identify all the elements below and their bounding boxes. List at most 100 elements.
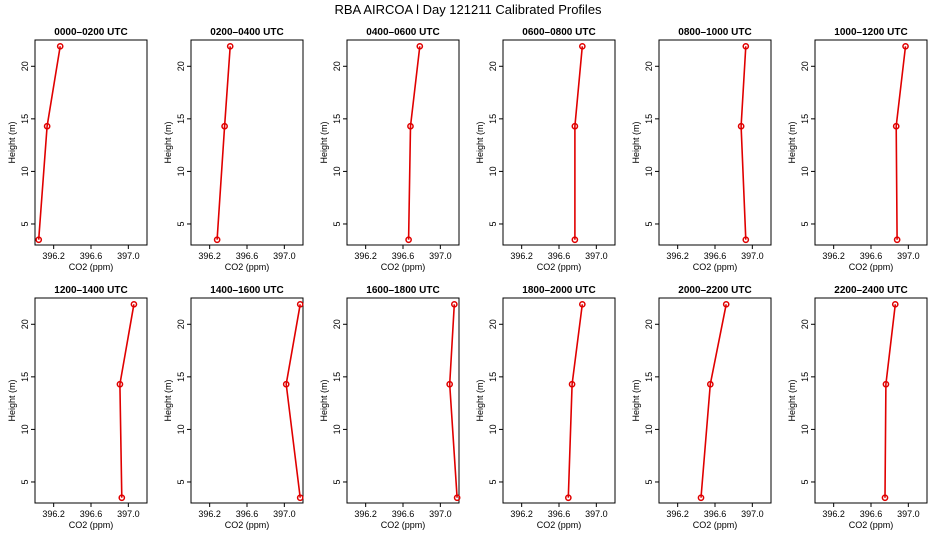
series-line bbox=[740, 46, 747, 240]
panel-title: 1200–1400 UTC bbox=[54, 285, 127, 296]
data-point bbox=[296, 300, 304, 308]
panel-title: 1000–1200 UTC bbox=[834, 27, 907, 38]
x-axis-label: CO2 (ppm) bbox=[381, 262, 426, 272]
data-point bbox=[893, 236, 901, 244]
y-tick-label: 20 bbox=[20, 319, 30, 329]
plot-frame bbox=[190, 39, 304, 246]
x-tick-label: 396.6 bbox=[704, 509, 727, 519]
y-axis-label: Height (m) bbox=[475, 379, 485, 421]
y-tick-label: 15 bbox=[176, 114, 186, 124]
x-tick-label: 396.6 bbox=[236, 251, 259, 261]
data-point bbox=[407, 122, 414, 130]
y-tick-label: 10 bbox=[800, 424, 810, 434]
series-line bbox=[700, 304, 727, 498]
x-axis-label: CO2 (ppm) bbox=[693, 262, 738, 272]
plot-frame bbox=[502, 39, 616, 246]
data-point bbox=[902, 42, 909, 50]
y-tick-label: 5 bbox=[800, 221, 810, 226]
y-axis-label: Height (m) bbox=[319, 379, 329, 421]
y-tick-label: 15 bbox=[800, 372, 810, 382]
y-tick-label: 10 bbox=[176, 424, 186, 434]
y-tick-label: 20 bbox=[800, 319, 810, 329]
data-point bbox=[35, 236, 43, 244]
x-tick-label: 397.0 bbox=[897, 251, 920, 261]
panel-title: 0800–1000 UTC bbox=[678, 27, 751, 38]
y-axis-label: Height (m) bbox=[475, 121, 485, 163]
plot-frame bbox=[814, 297, 928, 504]
plot-frame bbox=[34, 39, 148, 246]
x-tick-label: 396.2 bbox=[198, 509, 221, 519]
y-tick-label: 20 bbox=[332, 319, 342, 329]
x-tick-label: 396.2 bbox=[822, 251, 845, 261]
y-tick-label: 5 bbox=[176, 479, 186, 484]
plot-frame bbox=[658, 297, 772, 504]
y-tick-label: 10 bbox=[20, 166, 30, 176]
y-tick-label: 10 bbox=[644, 166, 654, 176]
y-tick-label: 5 bbox=[20, 221, 30, 226]
data-point bbox=[282, 380, 290, 388]
y-tick-label: 20 bbox=[488, 319, 498, 329]
data-point bbox=[564, 494, 572, 502]
y-tick-label: 20 bbox=[176, 319, 186, 329]
x-tick-label: 396.6 bbox=[392, 509, 415, 519]
data-point bbox=[130, 300, 138, 308]
plot-frame bbox=[814, 39, 928, 246]
x-axis-label: CO2 (ppm) bbox=[225, 520, 270, 530]
panel-title: 0000–0200 UTC bbox=[54, 27, 127, 38]
data-point bbox=[742, 42, 750, 50]
x-tick-label: 396.2 bbox=[510, 251, 533, 261]
x-axis-label: CO2 (ppm) bbox=[537, 262, 582, 272]
data-point bbox=[722, 300, 730, 308]
x-axis-label: CO2 (ppm) bbox=[69, 520, 114, 530]
data-point bbox=[568, 380, 576, 388]
data-point bbox=[213, 236, 221, 244]
data-point bbox=[453, 494, 461, 502]
y-tick-label: 5 bbox=[176, 221, 186, 226]
y-tick-label: 10 bbox=[800, 166, 810, 176]
panel-title: 1400–1600 UTC bbox=[210, 285, 283, 296]
data-point bbox=[416, 42, 424, 50]
x-axis-label: CO2 (ppm) bbox=[537, 520, 582, 530]
y-tick-label: 15 bbox=[176, 372, 186, 382]
panel-title: 0600–0800 UTC bbox=[522, 27, 595, 38]
series-line bbox=[884, 304, 897, 498]
plot-frame bbox=[658, 39, 772, 246]
y-axis-label: Height (m) bbox=[319, 121, 329, 163]
x-tick-label: 396.2 bbox=[510, 509, 533, 519]
data-point bbox=[43, 122, 51, 130]
data-point bbox=[221, 122, 228, 130]
y-tick-label: 20 bbox=[20, 61, 30, 71]
plot-frame bbox=[190, 297, 304, 504]
series-line bbox=[574, 46, 584, 240]
x-tick-label: 396.6 bbox=[80, 251, 103, 261]
y-tick-label: 5 bbox=[488, 221, 498, 226]
y-tick-label: 20 bbox=[176, 61, 186, 71]
data-point bbox=[118, 494, 126, 502]
x-tick-label: 396.2 bbox=[354, 251, 377, 261]
y-axis-label: Height (m) bbox=[787, 121, 797, 163]
data-point bbox=[571, 236, 579, 244]
plot-frame bbox=[346, 39, 460, 246]
y-tick-label: 5 bbox=[644, 479, 654, 484]
x-tick-label: 397.0 bbox=[741, 509, 764, 519]
x-axis-label: CO2 (ppm) bbox=[381, 520, 426, 530]
series-line bbox=[37, 46, 61, 240]
y-tick-label: 5 bbox=[332, 221, 342, 226]
y-tick-label: 5 bbox=[488, 479, 498, 484]
plot-frame bbox=[502, 297, 616, 504]
y-axis-label: Height (m) bbox=[631, 121, 641, 163]
y-tick-label: 10 bbox=[488, 424, 498, 434]
data-point bbox=[226, 42, 234, 50]
x-tick-label: 397.0 bbox=[429, 251, 452, 261]
panel-title: 2000–2200 UTC bbox=[678, 285, 751, 296]
